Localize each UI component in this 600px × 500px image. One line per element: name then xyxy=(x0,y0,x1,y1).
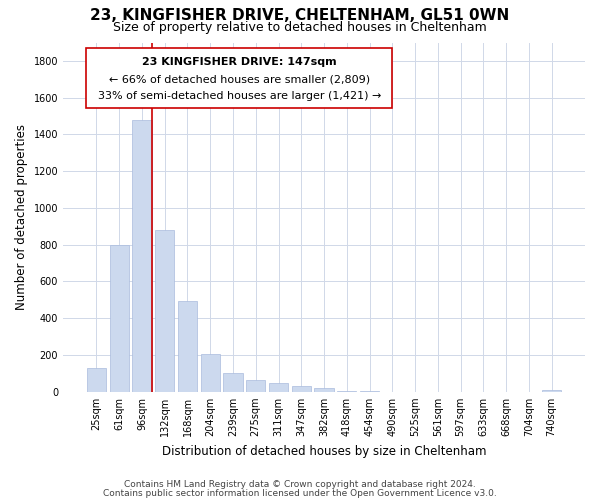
Text: Size of property relative to detached houses in Cheltenham: Size of property relative to detached ho… xyxy=(113,21,487,34)
Bar xyxy=(337,391,356,392)
Bar xyxy=(246,380,265,392)
Bar xyxy=(200,354,220,392)
Bar xyxy=(87,368,106,392)
Bar xyxy=(542,390,561,392)
Bar xyxy=(314,388,334,392)
Text: Contains public sector information licensed under the Open Government Licence v3: Contains public sector information licen… xyxy=(103,488,497,498)
FancyBboxPatch shape xyxy=(86,48,392,108)
Bar xyxy=(269,382,288,392)
Text: ← 66% of detached houses are smaller (2,809): ← 66% of detached houses are smaller (2,… xyxy=(109,74,370,84)
Text: 23, KINGFISHER DRIVE, CHELTENHAM, GL51 0WN: 23, KINGFISHER DRIVE, CHELTENHAM, GL51 0… xyxy=(91,8,509,22)
Y-axis label: Number of detached properties: Number of detached properties xyxy=(15,124,28,310)
Bar xyxy=(132,120,152,392)
Text: 33% of semi-detached houses are larger (1,421) →: 33% of semi-detached houses are larger (… xyxy=(98,91,381,101)
Text: Contains HM Land Registry data © Crown copyright and database right 2024.: Contains HM Land Registry data © Crown c… xyxy=(124,480,476,489)
Bar xyxy=(292,386,311,392)
Bar xyxy=(110,244,129,392)
Bar xyxy=(178,301,197,392)
X-axis label: Distribution of detached houses by size in Cheltenham: Distribution of detached houses by size … xyxy=(162,444,486,458)
Text: 23 KINGFISHER DRIVE: 147sqm: 23 KINGFISHER DRIVE: 147sqm xyxy=(142,58,337,68)
Bar xyxy=(223,372,242,392)
Bar xyxy=(155,230,175,392)
